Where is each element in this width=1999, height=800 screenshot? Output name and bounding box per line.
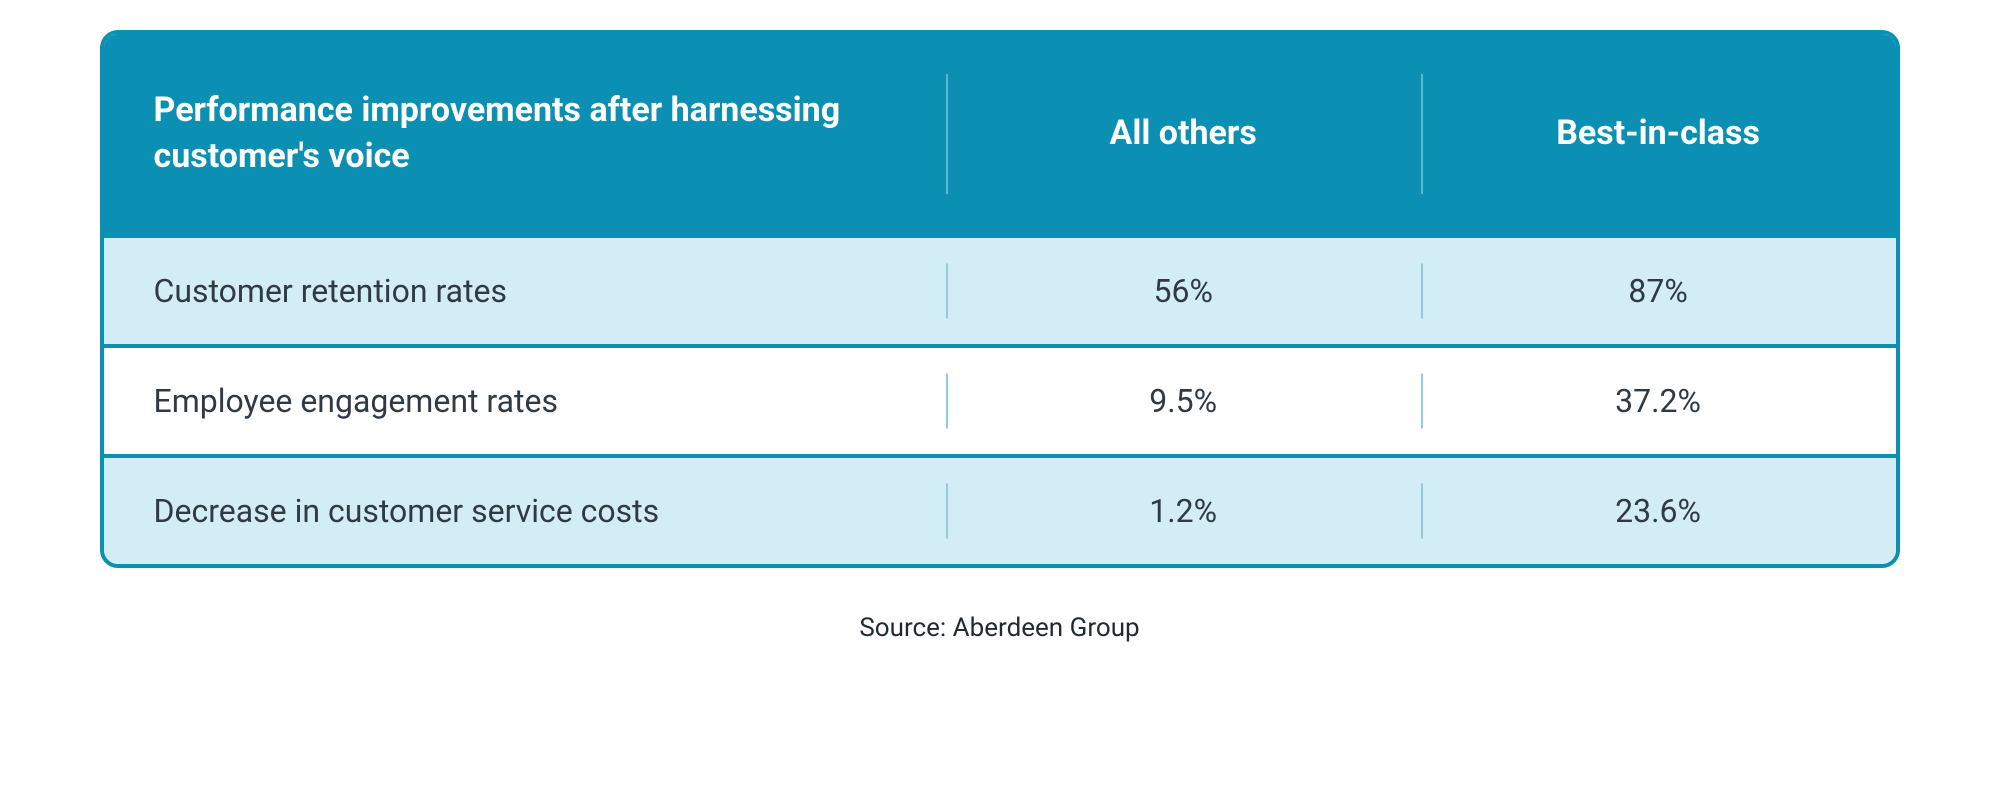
cell-best-in-class: 23.6% [1421,462,1896,560]
cell-separator [946,374,948,429]
table-header-row: Performance improvements after harnessin… [104,34,1896,234]
cell-metric: Decrease in customer service costs [104,462,946,560]
cell-all-others: 9.5% [946,352,1421,450]
cell-all-others: 56% [946,242,1421,340]
table-row: Employee engagement rates 9.5% 37.2% [104,344,1896,454]
source-attribution: Source: Aberdeen Group [859,613,1139,643]
cell-separator [1421,484,1423,539]
cell-separator [946,264,948,319]
table-header-best-in-class: Best-in-class [1421,71,1896,197]
table-row: Decrease in customer service costs 1.2% … [104,454,1896,564]
cell-best-in-class: 87% [1421,242,1896,340]
cell-metric: Customer retention rates [104,242,946,340]
cell-value: 56% [1153,272,1212,310]
header-label: Best-in-class [1556,113,1760,153]
cell-value: 1.2% [1149,492,1217,530]
table-header-all-others: All others [946,71,1421,197]
cell-value: 87% [1628,272,1687,310]
table-row: Customer retention rates 56% 87% [104,234,1896,344]
cell-separator [1421,264,1423,319]
cell-metric: Employee engagement rates [104,352,946,450]
cell-separator [1421,374,1423,429]
cell-value: 23.6% [1615,492,1701,530]
cell-value: 9.5% [1149,382,1217,420]
header-separator [946,74,948,194]
header-label: All others [1110,113,1257,153]
cell-all-others: 1.2% [946,462,1421,560]
performance-table: Performance improvements after harnessin… [100,30,1900,568]
table-header-metric: Performance improvements after harnessin… [104,48,946,220]
cell-value: 37.2% [1615,382,1701,420]
header-separator [1421,74,1423,194]
cell-separator [946,484,948,539]
cell-best-in-class: 37.2% [1421,352,1896,450]
